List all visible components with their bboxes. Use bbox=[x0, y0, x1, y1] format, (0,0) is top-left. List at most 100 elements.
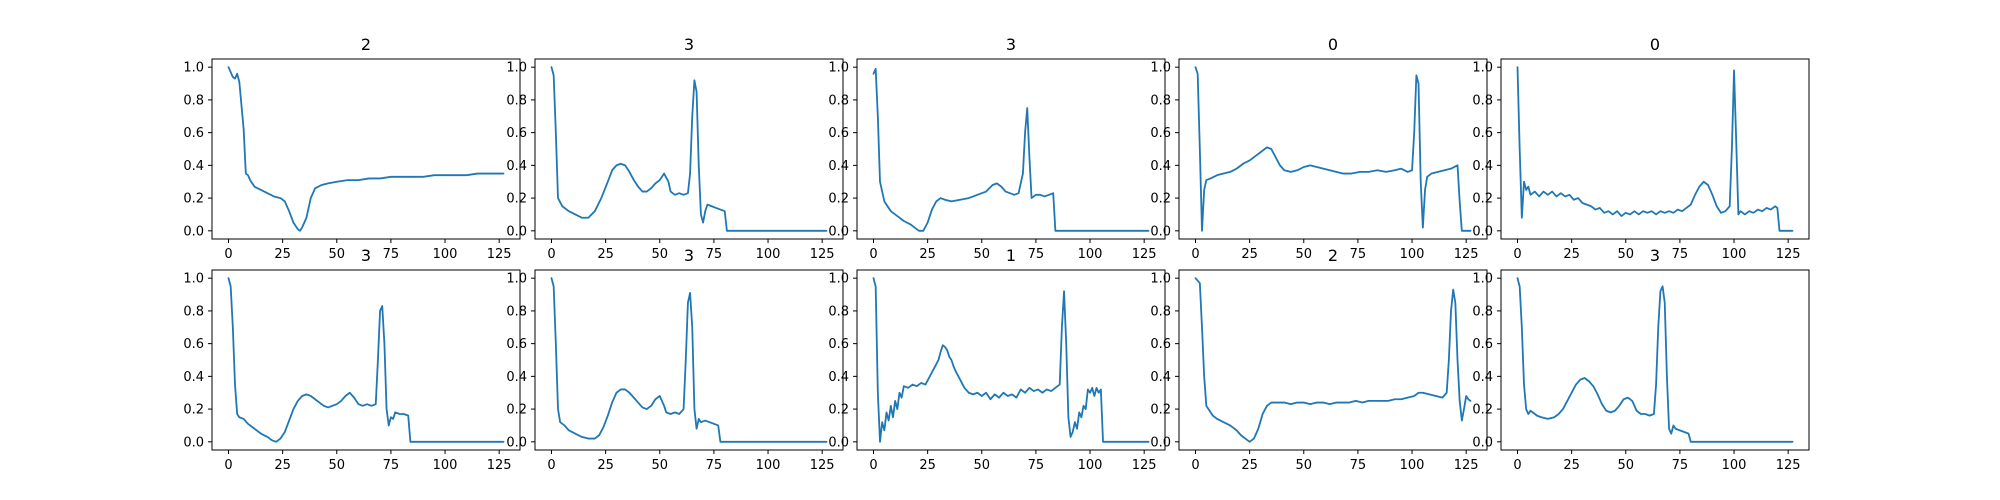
subplot-title: 0 bbox=[1328, 35, 1338, 54]
x-tick-label: 125 bbox=[487, 247, 512, 262]
y-tick-label: 0.4 bbox=[1150, 370, 1171, 385]
y-tick-label: 0.0 bbox=[183, 435, 204, 450]
y-tick-label: 0.8 bbox=[1150, 304, 1171, 319]
subplot-title: 2 bbox=[361, 35, 371, 54]
x-tick-label: 100 bbox=[1400, 458, 1425, 473]
x-tick-label: 0 bbox=[1513, 458, 1521, 473]
y-tick-label: 0.6 bbox=[828, 126, 849, 141]
x-tick-label: 100 bbox=[433, 247, 458, 262]
y-tick-label: 0.4 bbox=[183, 159, 204, 174]
series-line bbox=[1516, 277, 1794, 443]
x-tick-label: 50 bbox=[328, 458, 345, 473]
series-line bbox=[1194, 66, 1472, 232]
x-tick-label: 100 bbox=[1722, 247, 1747, 262]
axes-frame bbox=[534, 269, 844, 451]
series-line bbox=[872, 277, 1150, 443]
y-tick-label: 0.4 bbox=[506, 159, 527, 174]
series-line bbox=[1516, 66, 1794, 232]
axes-frame bbox=[1500, 269, 1810, 451]
y-tick-label: 0.6 bbox=[506, 337, 527, 352]
subplot-title: 0 bbox=[1650, 35, 1660, 54]
y-tick-label: 0.4 bbox=[506, 370, 527, 385]
y-tick-label: 0.0 bbox=[1150, 435, 1171, 450]
x-tick-label: 75 bbox=[1028, 458, 1045, 473]
y-tick-label: 0.0 bbox=[1472, 435, 1493, 450]
x-tick-label: 25 bbox=[1563, 247, 1580, 262]
x-tick-label: 75 bbox=[383, 247, 400, 262]
axes-frame bbox=[1178, 269, 1488, 451]
x-tick-label: 50 bbox=[973, 458, 990, 473]
y-tick-label: 0.4 bbox=[828, 370, 849, 385]
y-tick-label: 0.8 bbox=[183, 93, 204, 108]
series-line bbox=[227, 277, 505, 443]
y-tick-label: 0.4 bbox=[1472, 159, 1493, 174]
x-tick-label: 50 bbox=[1295, 458, 1312, 473]
y-tick-label: 0.6 bbox=[183, 126, 204, 141]
y-tick-label: 0.8 bbox=[1472, 304, 1493, 319]
y-tick-label: 0.0 bbox=[506, 435, 527, 450]
y-tick-label: 0.8 bbox=[828, 93, 849, 108]
subplot-title: 1 bbox=[1006, 246, 1016, 265]
y-tick-label: 0.0 bbox=[828, 224, 849, 239]
x-tick-label: 75 bbox=[1028, 247, 1045, 262]
y-tick-label: 0.2 bbox=[828, 403, 849, 418]
x-tick-label: 125 bbox=[1776, 458, 1801, 473]
y-tick-label: 0.2 bbox=[1150, 403, 1171, 418]
y-tick-label: 0.0 bbox=[1472, 224, 1493, 239]
x-tick-label: 0 bbox=[1191, 247, 1199, 262]
y-tick-label: 0.8 bbox=[1150, 93, 1171, 108]
subplot-2: 3 0 25 50 75 100 125 0.0 0.2 0.4 0.6 0.8 1.0 bbox=[506, 35, 844, 262]
x-tick-label: 25 bbox=[1241, 458, 1258, 473]
subplot-title: 2 bbox=[1328, 246, 1338, 265]
subplot-5: 0 0 25 50 75 100 125 0.0 0.2 0.4 0.6 0.8 1.0 bbox=[1472, 35, 1810, 262]
axes-frame bbox=[1178, 58, 1488, 240]
x-tick-label: 75 bbox=[1350, 458, 1367, 473]
x-tick-label: 125 bbox=[487, 458, 512, 473]
y-tick-label: 0.2 bbox=[1150, 192, 1171, 207]
y-tick-label: 0.0 bbox=[1150, 224, 1171, 239]
y-tick-label: 0.8 bbox=[506, 93, 527, 108]
x-tick-label: 75 bbox=[706, 458, 723, 473]
x-tick-label: 25 bbox=[1241, 247, 1258, 262]
x-tick-label: 0 bbox=[547, 247, 555, 262]
y-tick-label: 1.0 bbox=[506, 61, 527, 76]
y-tick-label: 1.0 bbox=[1150, 272, 1171, 287]
x-tick-label: 0 bbox=[1513, 247, 1521, 262]
y-tick-label: 0.4 bbox=[1472, 370, 1493, 385]
subplot-6: 3 0 25 50 75 100 125 0.0 0.2 0.4 0.6 0.8 1.0 bbox=[183, 246, 521, 473]
y-tick-label: 1.0 bbox=[506, 272, 527, 287]
y-tick-label: 0.4 bbox=[828, 159, 849, 174]
y-tick-label: 0.2 bbox=[828, 192, 849, 207]
x-tick-label: 0 bbox=[224, 247, 232, 262]
x-tick-label: 50 bbox=[651, 458, 668, 473]
x-tick-label: 75 bbox=[1350, 247, 1367, 262]
series-line bbox=[227, 66, 505, 232]
x-tick-label: 50 bbox=[1617, 458, 1634, 473]
series-line bbox=[1194, 277, 1472, 443]
subplot-7: 3 0 25 50 75 100 125 0.0 0.2 0.4 0.6 0.8 1.0 bbox=[506, 246, 844, 473]
x-tick-label: 50 bbox=[651, 247, 668, 262]
subplot-title: 3 bbox=[1006, 35, 1016, 54]
y-tick-label: 0.8 bbox=[506, 304, 527, 319]
x-tick-label: 50 bbox=[973, 247, 990, 262]
x-tick-label: 75 bbox=[1672, 458, 1689, 473]
y-tick-label: 0.6 bbox=[828, 337, 849, 352]
x-tick-label: 0 bbox=[224, 458, 232, 473]
x-tick-label: 125 bbox=[1454, 458, 1479, 473]
x-tick-label: 100 bbox=[1722, 458, 1747, 473]
x-tick-label: 25 bbox=[274, 247, 291, 262]
x-tick-label: 100 bbox=[1400, 247, 1425, 262]
y-tick-label: 1.0 bbox=[1472, 61, 1493, 76]
y-tick-label: 0.4 bbox=[1150, 159, 1171, 174]
x-tick-label: 125 bbox=[1132, 247, 1157, 262]
y-tick-label: 1.0 bbox=[183, 61, 204, 76]
x-tick-label: 50 bbox=[1617, 247, 1634, 262]
x-tick-label: 125 bbox=[810, 247, 835, 262]
x-tick-label: 0 bbox=[547, 458, 555, 473]
y-tick-label: 1.0 bbox=[183, 272, 204, 287]
series-line bbox=[550, 66, 828, 232]
x-tick-label: 25 bbox=[1563, 458, 1580, 473]
x-tick-label: 0 bbox=[869, 247, 877, 262]
axes-frame bbox=[1500, 58, 1810, 240]
subplot-title: 3 bbox=[361, 246, 371, 265]
